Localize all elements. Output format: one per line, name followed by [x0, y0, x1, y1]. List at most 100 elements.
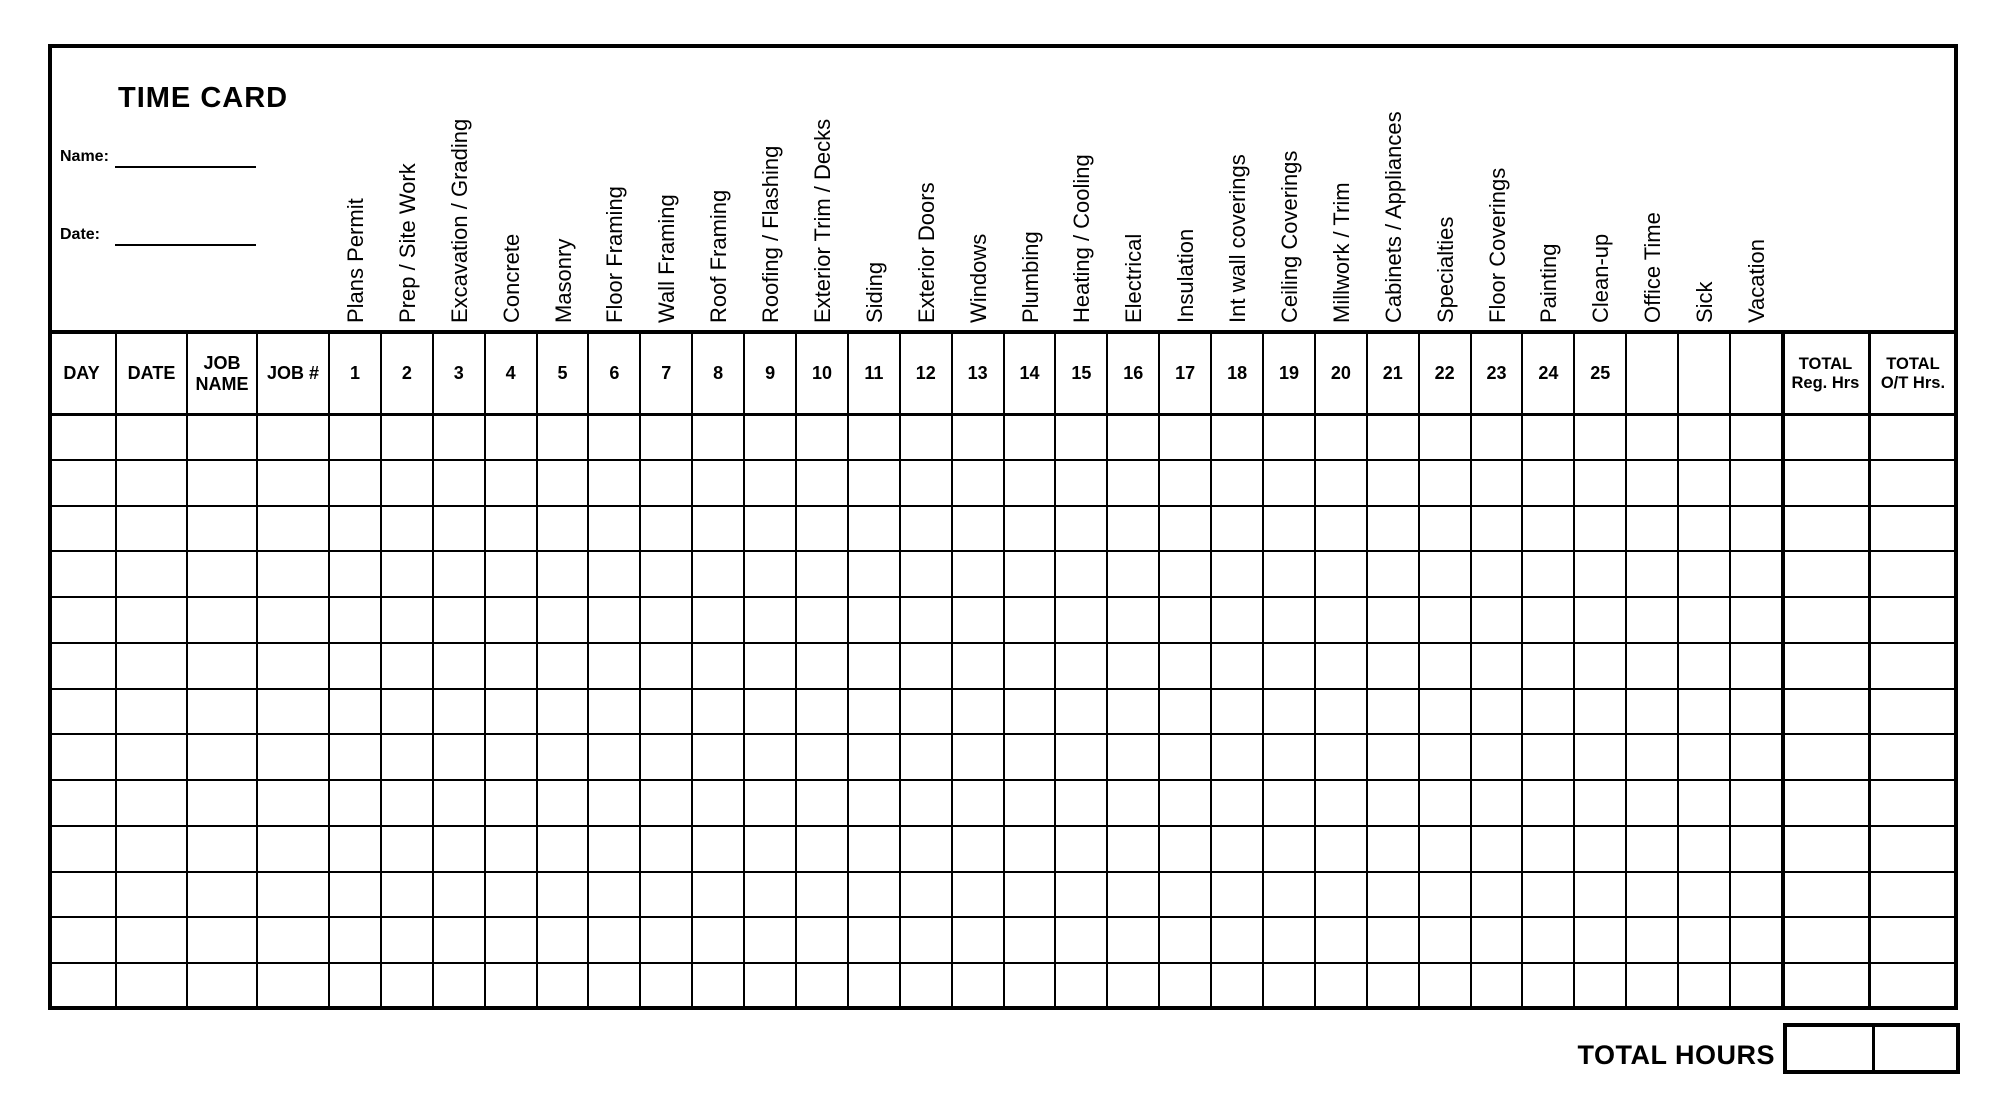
grid-cell[interactable]	[1575, 415, 1628, 461]
grid-cell[interactable]	[1419, 415, 1472, 461]
grid-cell[interactable]	[1004, 735, 1057, 782]
grid-cell[interactable]	[330, 415, 382, 461]
grid-cell[interactable]	[433, 643, 486, 690]
grid-cell[interactable]	[1264, 735, 1316, 782]
grid-cell[interactable]	[1731, 415, 1783, 461]
grid-cell[interactable]	[1731, 552, 1783, 599]
grid-cell[interactable]	[589, 918, 642, 965]
grid-cell[interactable]	[537, 415, 590, 461]
grid-cell[interactable]	[900, 643, 953, 690]
grid-cell[interactable]	[641, 460, 694, 507]
grid-cell[interactable]	[1056, 598, 1109, 644]
grid-cell[interactable]	[745, 872, 798, 919]
grid-cell[interactable]	[1627, 964, 1680, 1010]
grid-cell[interactable]	[641, 872, 694, 919]
grid-cell[interactable]	[1627, 598, 1680, 644]
grid-cell[interactable]	[1108, 598, 1161, 644]
grid-cell[interactable]	[381, 552, 434, 599]
grid-cell[interactable]	[1679, 460, 1732, 507]
grid-cell[interactable]	[1056, 643, 1109, 690]
grid-cell[interactable]	[1056, 964, 1109, 1010]
grid-cell[interactable]	[1575, 872, 1628, 919]
grid-cell[interactable]	[433, 460, 486, 507]
grid-cell[interactable]	[1471, 781, 1524, 827]
grid-cell[interactable]	[1315, 643, 1368, 690]
grid-cell[interactable]	[1523, 460, 1576, 507]
grid-cell[interactable]	[117, 918, 188, 965]
grid-cell[interactable]	[433, 552, 486, 599]
grid-cell[interactable]	[1471, 735, 1524, 782]
grid-cell[interactable]	[900, 598, 953, 644]
grid-cell[interactable]	[188, 964, 258, 1010]
grid-cell[interactable]	[1108, 918, 1161, 965]
grid-cell[interactable]	[848, 552, 901, 599]
grid-cell[interactable]	[900, 506, 953, 553]
grid-cell[interactable]	[1004, 689, 1057, 736]
grid-cell[interactable]	[1004, 506, 1057, 553]
grid-cell[interactable]	[797, 643, 849, 690]
grid-cell[interactable]	[900, 964, 953, 1010]
grid-cell[interactable]	[1869, 552, 1958, 599]
grid-cell[interactable]	[1315, 598, 1368, 644]
grid-cell[interactable]	[1367, 460, 1420, 507]
grid-cell[interactable]	[797, 689, 849, 736]
grid-cell[interactable]	[745, 735, 798, 782]
grid-cell[interactable]	[900, 781, 953, 827]
grid-cell[interactable]	[1004, 460, 1057, 507]
grid-cell[interactable]	[641, 826, 694, 873]
grid-cell[interactable]	[48, 781, 117, 827]
grid-cell[interactable]	[433, 735, 486, 782]
grid-cell[interactable]	[188, 689, 258, 736]
grid-cell[interactable]	[1731, 598, 1783, 644]
grid-cell[interactable]	[1782, 689, 1870, 736]
grid-cell[interactable]	[1264, 918, 1316, 965]
grid-cell[interactable]	[745, 689, 798, 736]
grid-cell[interactable]	[952, 735, 1005, 782]
grid-cell[interactable]	[117, 460, 188, 507]
grid-cell[interactable]	[745, 826, 798, 873]
grid-cell[interactable]	[848, 598, 901, 644]
grid-cell[interactable]	[1869, 506, 1958, 553]
grid-cell[interactable]	[1108, 552, 1161, 599]
grid-cell[interactable]	[537, 735, 590, 782]
grid-cell[interactable]	[258, 643, 330, 690]
grid-cell[interactable]	[188, 872, 258, 919]
grid-cell[interactable]	[589, 735, 642, 782]
grid-cell[interactable]	[433, 506, 486, 553]
grid-cell[interactable]	[330, 689, 382, 736]
grid-cell[interactable]	[900, 415, 953, 461]
grid-cell[interactable]	[848, 643, 901, 690]
grid-cell[interactable]	[745, 506, 798, 553]
grid-cell[interactable]	[1056, 506, 1109, 553]
grid-cell[interactable]	[330, 735, 382, 782]
grid-cell[interactable]	[1782, 826, 1870, 873]
grid-cell[interactable]	[745, 918, 798, 965]
grid-cell[interactable]	[485, 918, 538, 965]
grid-cell[interactable]	[1160, 872, 1213, 919]
grid-cell[interactable]	[537, 598, 590, 644]
grid-cell[interactable]	[48, 872, 117, 919]
grid-cell[interactable]	[589, 598, 642, 644]
grid-cell[interactable]	[693, 918, 746, 965]
grid-cell[interactable]	[1575, 918, 1628, 965]
grid-cell[interactable]	[117, 643, 188, 690]
grid-cell[interactable]	[693, 598, 746, 644]
grid-cell[interactable]	[48, 826, 117, 873]
grid-cell[interactable]	[1782, 552, 1870, 599]
grid-cell[interactable]	[693, 415, 746, 461]
grid-cell[interactable]	[48, 918, 117, 965]
grid-cell[interactable]	[1627, 735, 1680, 782]
grid-cell[interactable]	[330, 598, 382, 644]
grid-cell[interactable]	[117, 781, 188, 827]
grid-cell[interactable]	[1679, 415, 1732, 461]
grid-cell[interactable]	[848, 506, 901, 553]
grid-cell[interactable]	[1782, 781, 1870, 827]
grid-cell[interactable]	[1160, 506, 1213, 553]
grid-cell[interactable]	[1056, 460, 1109, 507]
total-reg-hours-box[interactable]	[1787, 1027, 1872, 1070]
grid-cell[interactable]	[1679, 689, 1732, 736]
grid-cell[interactable]	[1212, 460, 1265, 507]
grid-cell[interactable]	[381, 460, 434, 507]
grid-cell[interactable]	[1575, 781, 1628, 827]
grid-cell[interactable]	[589, 964, 642, 1010]
